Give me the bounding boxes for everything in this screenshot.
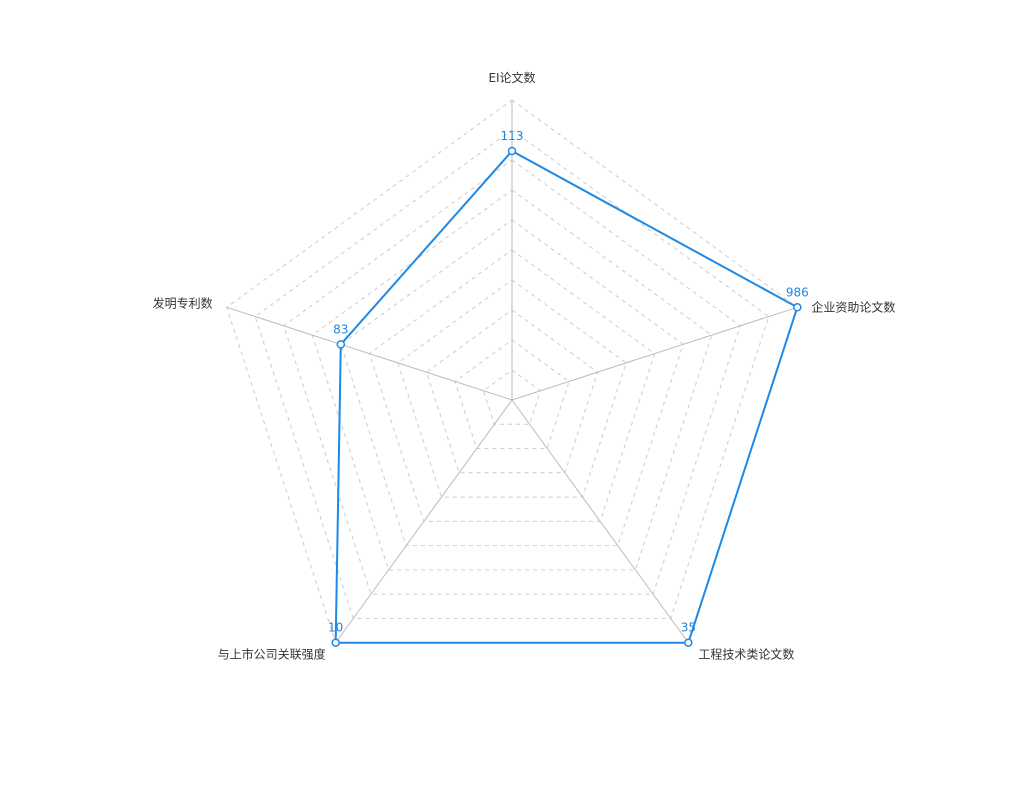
axis-label: 发明专利数 [153, 295, 213, 310]
data-point[interactable] [336, 340, 346, 349]
grid-ring [425, 309, 599, 474]
grid-ring [311, 189, 713, 571]
grid-ring [254, 129, 770, 619]
grid-ring [368, 249, 656, 522]
axis-line [335, 399, 513, 643]
axis-line [511, 306, 798, 401]
data-label: 10 [328, 621, 343, 635]
grid-ring [283, 159, 741, 595]
data-label: 986 [786, 285, 809, 299]
radar-series: 113 986 35 10 83 [328, 129, 809, 647]
radar-axes [226, 100, 798, 643]
grid-ring [454, 339, 570, 450]
axis-label: 与上市公司关联强度 [218, 647, 326, 662]
axis-label: EI论文数 [488, 70, 535, 85]
data-point[interactable] [331, 638, 340, 647]
data-label: 113 [501, 129, 524, 143]
series-line [334, 149, 799, 644]
axis-label: 企业资助论文数 [811, 299, 895, 314]
data-label: 35 [681, 621, 696, 635]
data-point[interactable] [684, 638, 693, 647]
grid-ring [397, 279, 627, 498]
data-point[interactable] [507, 146, 517, 156]
axis-label: 工程技术类论文数 [698, 647, 794, 662]
axis-line [511, 399, 689, 643]
grid-ring [482, 369, 542, 425]
data-point[interactable] [793, 303, 802, 312]
data-label: 83 [333, 322, 348, 336]
axis-line [226, 306, 513, 401]
grid-ring [340, 219, 684, 547]
